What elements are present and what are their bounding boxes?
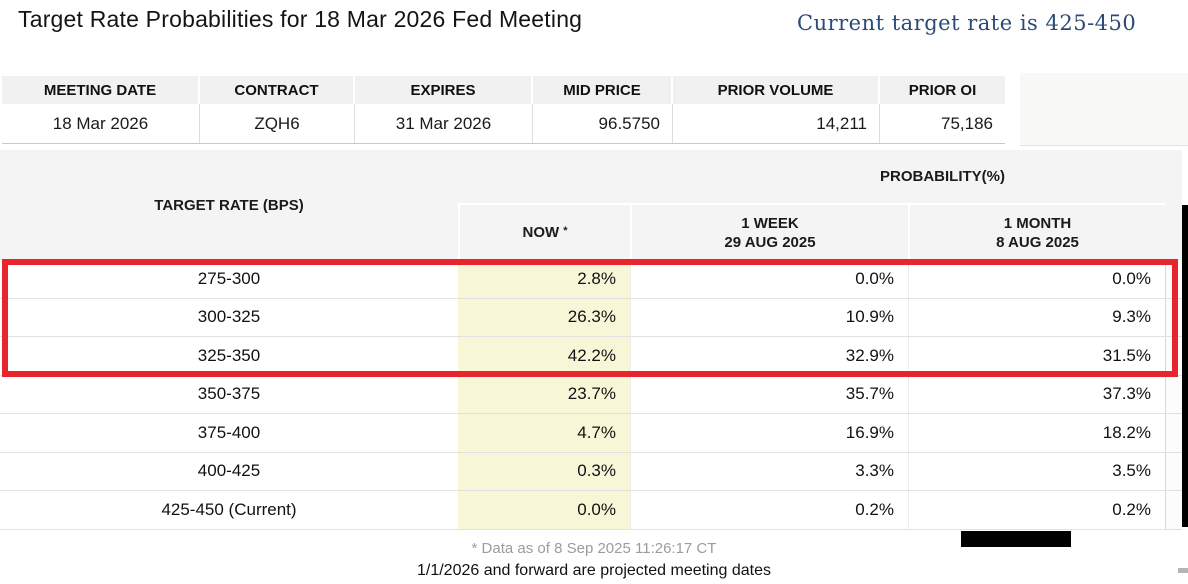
rate-range: 425-450 (Current) <box>161 499 297 519</box>
contract-summary-table: MEETING DATE CONTRACT EXPIRES MID PRICE … <box>2 76 1005 144</box>
rate-range: 275-300 <box>197 268 261 288</box>
contract-summary-data-row: 18 Mar 2026 ZQH6 31 Mar 2026 96.5750 14,… <box>2 104 1005 144</box>
scrollbar-corner <box>1178 568 1188 573</box>
scroll-gutter <box>1165 337 1182 375</box>
week-prob: 0.0% <box>630 260 908 298</box>
table-row-350-375: 350-375 23.7% 35.7% 37.3% <box>0 375 1182 414</box>
now-prob: 2.8% <box>458 260 630 298</box>
expires-value: 31 Mar 2026 <box>355 104 533 143</box>
table-row-375-400: 375-400 4.7% 16.9% 18.2% <box>0 414 1182 453</box>
scroll-gutter <box>1165 260 1182 298</box>
now-prob: 0.3% <box>458 452 630 490</box>
rate-range: 325-350 <box>197 345 261 365</box>
rate-range: 300-325 <box>197 307 261 327</box>
probability-subheader-row: NOW * 1 WEEK 29 AUG 2025 1 MONTH 8 AUG 20… <box>458 203 1165 260</box>
page-title: Target Rate Probabilities for 18 Mar 202… <box>18 6 583 32</box>
month-prob: 31.5% <box>908 337 1165 375</box>
probability-table-header: TARGET RATE (BPS) PROBABILITY(%) NOW * 1 … <box>0 150 1182 260</box>
mid-price-value: 96.5750 <box>533 104 673 143</box>
week-prob: 10.9% <box>630 298 908 336</box>
col-header-expires: EXPIRES <box>355 76 533 104</box>
table-row-325-350: 325-350 42.2% 32.9% 31.5% <box>0 337 1182 376</box>
prior-oi-value: 75,186 <box>880 104 1005 143</box>
probability-table-body: 275-300 2.8% 0.0% 0.0% 300-325 26.3% 10.… <box>0 260 1182 530</box>
scroll-gutter <box>1165 375 1182 413</box>
current-target-rate-note: Current target rate is 425-450 <box>797 11 1137 35</box>
now-prob: 42.2% <box>458 337 630 375</box>
rate-range: 375-400 <box>197 422 261 442</box>
month-prob: 0.0% <box>908 260 1165 298</box>
prior-volume-value: 14,211 <box>673 104 880 143</box>
projected-dates-note: 1/1/2026 and forward are projected meeti… <box>416 562 771 579</box>
now-prob: 23.7% <box>458 375 630 413</box>
col-header-now: NOW * <box>458 205 630 260</box>
table-row-275-300: 275-300 2.8% 0.0% 0.0% <box>0 260 1182 299</box>
table-row-425-450-current: 425-450 (Current) 0.0% 0.2% 0.2% <box>0 491 1182 530</box>
month-prob: 9.3% <box>908 298 1165 336</box>
week-prob: 16.9% <box>630 414 908 452</box>
scroll-gutter <box>1165 298 1182 336</box>
data-asof-note: * Data as of 8 Sep 2025 11:26:17 CT <box>471 540 717 557</box>
col-header-meeting-date: MEETING DATE <box>2 76 200 104</box>
week-prob: 32.9% <box>630 337 908 375</box>
contract-value: ZQH6 <box>200 104 355 143</box>
target-rate-bps-header: TARGET RATE (BPS) <box>154 196 304 214</box>
now-label: NOW <box>522 224 560 241</box>
week-prob: 35.7% <box>630 375 908 413</box>
col-header-contract: CONTRACT <box>200 76 355 104</box>
week-prob: 3.3% <box>630 452 908 490</box>
col-header-1-month: 1 MONTH 8 AUG 2025 <box>908 205 1165 260</box>
meeting-date-value: 18 Mar 2026 <box>2 104 200 143</box>
now-prob: 26.3% <box>458 298 630 336</box>
month-prob: 37.3% <box>908 375 1165 413</box>
now-asterisk: * <box>563 225 568 237</box>
col-header-1-week: 1 WEEK 29 AUG 2025 <box>630 205 908 260</box>
scroll-gutter <box>1165 491 1182 529</box>
month-prob: 3.5% <box>908 452 1165 490</box>
vertical-scrollbar-thumb[interactable] <box>1182 205 1188 527</box>
month-label: 1 MONTH <box>1003 214 1072 232</box>
week-date: 29 AUG 2025 <box>724 233 816 251</box>
table-row-300-325: 300-325 26.3% 10.9% 9.3% <box>0 298 1182 337</box>
month-date: 8 AUG 2025 <box>996 233 1079 251</box>
month-prob: 0.2% <box>908 491 1165 529</box>
contract-summary-header-row: MEETING DATE CONTRACT EXPIRES MID PRICE … <box>2 76 1005 104</box>
now-prob: 0.0% <box>458 491 630 529</box>
col-header-mid-price: MID PRICE <box>533 76 673 104</box>
week-prob: 0.2% <box>630 491 908 529</box>
scroll-gutter <box>1165 414 1182 452</box>
col-header-prior-oi: PRIOR OI <box>880 76 1005 104</box>
redaction-box <box>961 531 1071 547</box>
scroll-gutter <box>1165 452 1182 490</box>
month-prob: 18.2% <box>908 414 1165 452</box>
rate-range: 350-375 <box>197 384 261 404</box>
probability-table: TARGET RATE (BPS) PROBABILITY(%) NOW * 1 … <box>0 150 1182 530</box>
col-header-prior-volume: PRIOR VOLUME <box>673 76 880 104</box>
side-panel <box>1020 73 1188 146</box>
week-label: 1 WEEK <box>741 214 799 232</box>
probability-pct-header: PROBABILITY(%) <box>880 168 1005 185</box>
table-row-400-425: 400-425 0.3% 3.3% 3.5% <box>0 452 1182 491</box>
now-prob: 4.7% <box>458 414 630 452</box>
rate-range: 400-425 <box>197 461 261 481</box>
